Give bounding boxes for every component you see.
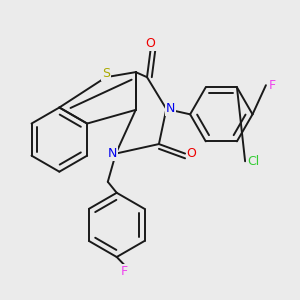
Text: N: N — [107, 147, 117, 160]
Text: Cl: Cl — [247, 155, 260, 168]
Text: N: N — [166, 103, 175, 116]
Text: F: F — [268, 79, 275, 92]
Text: O: O — [146, 37, 155, 50]
Text: S: S — [102, 67, 110, 80]
Text: O: O — [187, 147, 196, 160]
Text: F: F — [121, 266, 128, 278]
